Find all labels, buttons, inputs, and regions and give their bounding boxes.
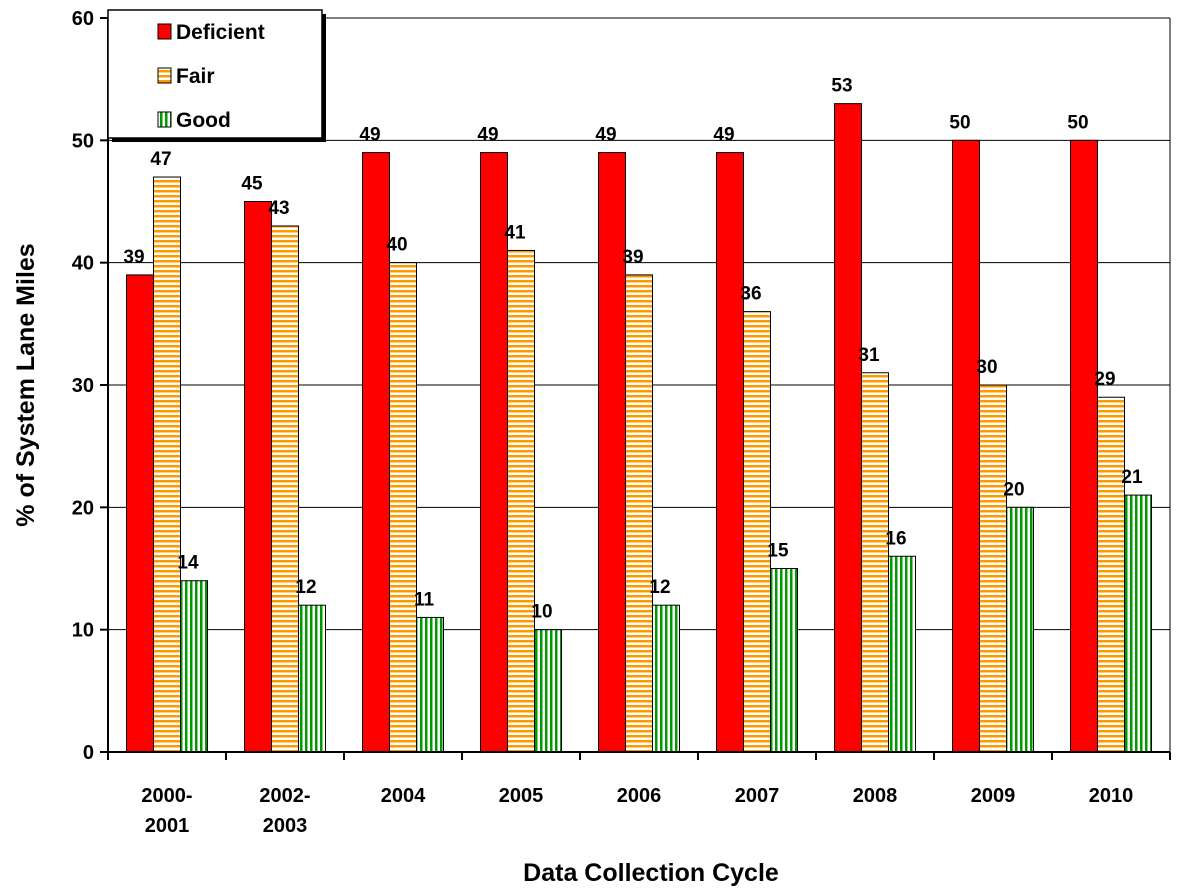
data-label-deficient-6: 53 [831, 76, 852, 97]
x-tick-label: 2002- [259, 785, 310, 807]
data-label-fair-6: 31 [858, 345, 880, 366]
data-label-good-7: 20 [1003, 479, 1024, 500]
data-label-fair-3: 41 [504, 222, 526, 243]
bar-fair-6 [861, 372, 889, 753]
legend-swatch-good [157, 111, 172, 128]
bar-deficient-7 [952, 139, 980, 753]
data-label-deficient-3: 49 [477, 125, 498, 146]
data-label-deficient-2: 49 [359, 125, 380, 146]
bar-deficient-5 [716, 152, 744, 753]
data-label-good-1: 12 [295, 577, 316, 598]
data-label-good-2: 11 [414, 589, 435, 610]
data-label-fair-4: 39 [622, 247, 643, 268]
legend-label-deficient: Deficient [176, 21, 265, 44]
x-tick-label: 2008 [853, 785, 898, 807]
bar-fair-7 [979, 384, 1007, 753]
x-tick-label: 2006 [617, 785, 662, 807]
bars [126, 103, 1152, 753]
data-label-good-0: 14 [177, 553, 199, 574]
bar-good-8 [1124, 494, 1152, 753]
y-axis-title: % of System Lane Miles [12, 243, 40, 526]
y-tick-label: 20 [72, 497, 94, 519]
data-label-good-3: 10 [531, 602, 552, 623]
legend-box [107, 9, 323, 139]
bar-good-1 [298, 604, 326, 753]
bar-fair-3 [507, 249, 535, 753]
x-tick-label: 2000- [141, 785, 192, 807]
bar-deficient-1 [244, 201, 272, 753]
data-label-fair-0: 47 [150, 149, 171, 170]
legend-swatch-fair [157, 67, 172, 84]
bar-good-5 [770, 568, 798, 753]
bar-fair-0 [153, 176, 181, 753]
bar-deficient-8 [1070, 139, 1098, 753]
data-label-deficient-4: 49 [595, 125, 616, 146]
bar-good-4 [652, 604, 680, 753]
legend: Deficient Fair Good [107, 9, 326, 142]
y-tick-label: 60 [72, 8, 94, 30]
data-label-fair-7: 30 [976, 357, 997, 378]
data-label-fair-2: 40 [386, 235, 407, 256]
y-tick-label: 50 [72, 130, 94, 152]
x-tick-label: 2010 [1089, 785, 1134, 807]
x-tick-label: 2004 [381, 785, 426, 807]
axes: 0 10 20 30 40 50 60 2000- 2001 2002- 2003 2004 2005 2… [72, 8, 1171, 837]
x-tick-label: 2001 [145, 815, 190, 837]
data-label-deficient-8: 50 [1067, 112, 1088, 133]
data-label-good-6: 16 [885, 528, 906, 549]
legend-label-fair: Fair [176, 65, 215, 88]
bar-deficient-0 [126, 274, 154, 753]
y-tick-label: 10 [72, 620, 94, 642]
data-label-good-8: 21 [1121, 467, 1143, 488]
bar-deficient-6 [834, 103, 862, 753]
legend-swatch-deficient [157, 23, 172, 40]
data-label-deficient-7: 50 [949, 112, 970, 133]
data-label-fair-5: 36 [740, 284, 761, 305]
bar-fair-1 [271, 225, 299, 753]
y-tick-label: 0 [83, 742, 94, 764]
legend-label-good: Good [176, 109, 231, 132]
x-tick-label: 2003 [263, 815, 308, 837]
bar-good-0 [180, 580, 208, 753]
bar-good-6 [888, 555, 916, 753]
bar-fair-2 [389, 262, 417, 753]
data-label-deficient-5: 49 [713, 125, 734, 146]
bar-fair-5 [743, 311, 771, 753]
bar-deficient-4 [598, 152, 626, 753]
bar-good-7 [1006, 506, 1034, 753]
bar-deficient-2 [362, 152, 390, 753]
x-tick-label: 2009 [971, 785, 1016, 807]
data-label-deficient-0: 39 [123, 247, 144, 268]
y-tick-label: 40 [72, 253, 94, 275]
data-label-good-5: 15 [767, 541, 789, 562]
x-tick-label: 2007 [735, 785, 780, 807]
x-axis-title: Data Collection Cycle [523, 859, 779, 887]
x-tick-label: 2005 [499, 785, 544, 807]
bar-good-2 [416, 616, 444, 753]
data-label-deficient-1: 45 [241, 174, 263, 195]
bar-good-3 [534, 629, 562, 753]
bar-fair-8 [1097, 396, 1125, 753]
bar-fair-4 [625, 274, 653, 753]
data-label-fair-8: 29 [1094, 369, 1115, 390]
y-tick-label: 30 [72, 375, 94, 397]
bar-deficient-3 [480, 152, 508, 753]
data-label-good-4: 12 [649, 577, 670, 598]
data-label-fair-1: 43 [268, 198, 289, 219]
